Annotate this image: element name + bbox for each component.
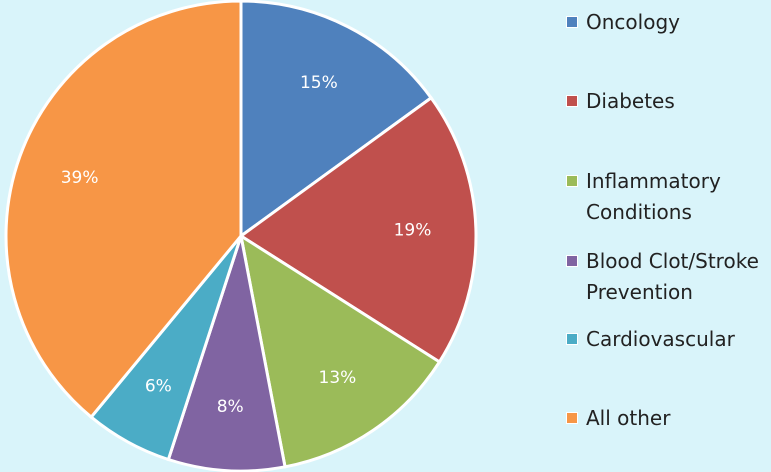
- legend-label: Blood Clot/Stroke Prevention: [586, 249, 759, 304]
- legend-label: All other: [586, 406, 671, 430]
- data-label: 13%: [319, 368, 357, 388]
- pie-slice: [166, 235, 287, 472]
- legend-swatch: [566, 16, 578, 28]
- legend-item: All other: [560, 403, 765, 434]
- pie-slice: [4, 0, 243, 420]
- legend-swatch: [566, 95, 578, 107]
- legend-label: Oncology: [586, 10, 680, 34]
- legend-item: Diabetes: [560, 86, 765, 117]
- data-label: 15%: [300, 73, 338, 93]
- data-label: 39%: [61, 168, 99, 188]
- legend-label: Diabetes: [586, 89, 675, 113]
- data-label: 6%: [145, 376, 172, 396]
- legend-swatch: [566, 412, 578, 424]
- legend-swatch: [566, 333, 578, 345]
- pie-slice: [238, 232, 442, 469]
- legend-item: Blood Clot/Stroke Prevention: [560, 246, 765, 308]
- legend-swatch: [566, 175, 578, 187]
- legend-swatch: [566, 255, 578, 267]
- legend-label: Cardiovascular: [586, 327, 735, 351]
- legend-item: Inflammatory Conditions: [560, 166, 765, 228]
- legend-item: Oncology: [560, 7, 765, 38]
- legend-label: Inflammatory Conditions: [586, 169, 721, 224]
- pie-slice: [239, 0, 434, 239]
- pie-slice: [238, 95, 478, 364]
- data-label: 19%: [394, 221, 432, 241]
- data-label: 8%: [217, 397, 244, 417]
- legend-item: Cardiovascular: [560, 324, 765, 355]
